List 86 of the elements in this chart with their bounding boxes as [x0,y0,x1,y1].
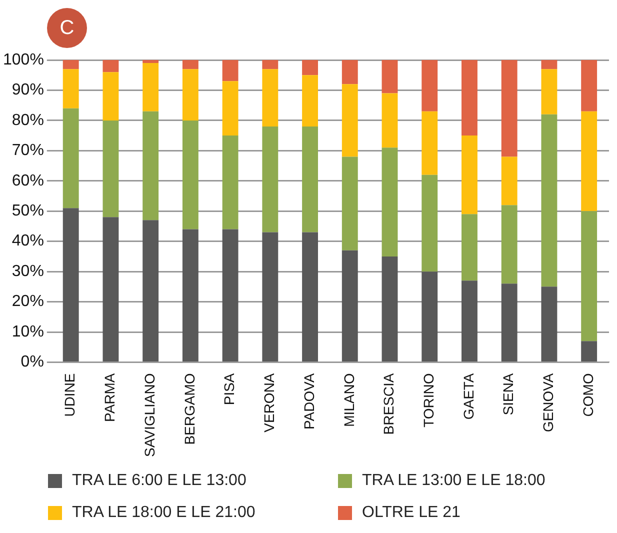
y-tick-label: 100% [3,51,44,68]
bar [541,114,558,287]
bar [462,214,478,281]
y-tick-label: 90% [12,82,44,99]
bar [262,126,278,232]
y-tick-label: 60% [12,172,44,190]
bar [302,126,318,232]
x-tick-label: TORINO [420,373,436,428]
bar [142,220,159,362]
y-tick-label: 0% [20,354,44,371]
text: C [47,8,87,48]
y-tick-label: 10% [12,323,44,340]
bar [422,174,438,272]
x-tick-label: GENOVA [540,372,556,432]
bar [541,60,558,70]
legend-label: OLTRE LE 21 [362,504,460,522]
bar [342,60,358,84]
bar [581,341,598,362]
y-tick-label: 80% [12,112,44,129]
bar [422,111,438,175]
x-tick-label: PADOVA [300,372,317,430]
x-tick-label: SAVIGLIANO [141,373,158,458]
x-tick-label: MILANO [340,373,357,427]
x-tick-label: PISA [221,372,238,406]
bar [302,232,318,362]
y-tick-label: 40% [12,232,44,250]
bar [501,205,518,284]
bar [222,81,238,136]
bar [501,60,518,157]
bar [102,217,119,362]
y-tick-label: 50% [12,202,44,220]
legend-label: TRA LE 18:00 E LE 21:00 [72,504,256,522]
bar [302,60,318,76]
bar [222,229,238,362]
x-tick-label: UDINE [62,373,78,417]
bar [102,72,119,120]
bar [62,60,79,70]
bar [182,69,198,120]
bar [462,280,478,362]
bar [222,136,238,230]
bar [462,60,478,136]
y-tick-label: 70% [12,142,44,160]
bar [342,84,358,157]
bar [182,120,198,230]
bar [302,75,318,126]
x-tick-label: GAETA [460,372,476,420]
bar [422,60,438,112]
bar [262,60,278,70]
bar [62,208,79,362]
bar [581,60,598,112]
y-tick-label: 30% [12,262,44,280]
bar [382,93,398,148]
x-tick-label: BERGAMO [181,373,198,445]
legend-label: TRA LE 6:00 E LE 13:00 [72,472,246,490]
bar [262,232,278,362]
x-tick-label: BRESCIA [380,372,397,435]
bar [142,111,159,220]
bar [501,284,518,362]
legend-label: TRA LE 13:00 E LE 18:00 [362,472,546,490]
bar [541,286,558,362]
y-tick-label: 20% [12,293,44,310]
x-tick-label: SIENA [500,372,516,416]
bar [501,156,518,206]
bar [382,60,398,94]
bar [102,120,119,218]
bar [62,69,79,108]
bar [142,60,159,64]
bar [581,111,598,212]
x-tick-label: VERONA [261,372,278,432]
bar [102,60,119,72]
bar [182,229,198,362]
bar [62,108,79,208]
bar [541,69,558,114]
bar [342,250,358,362]
bar [142,63,159,112]
bar [382,256,398,362]
bar [382,148,398,256]
bar [222,60,238,82]
bar [182,60,198,70]
bar [342,156,358,250]
bar [262,69,278,126]
bar [462,136,478,214]
bar [422,272,438,362]
x-tick-label: COMO [580,373,596,417]
x-tick-label: PARMA [102,372,118,422]
bar [581,211,598,342]
